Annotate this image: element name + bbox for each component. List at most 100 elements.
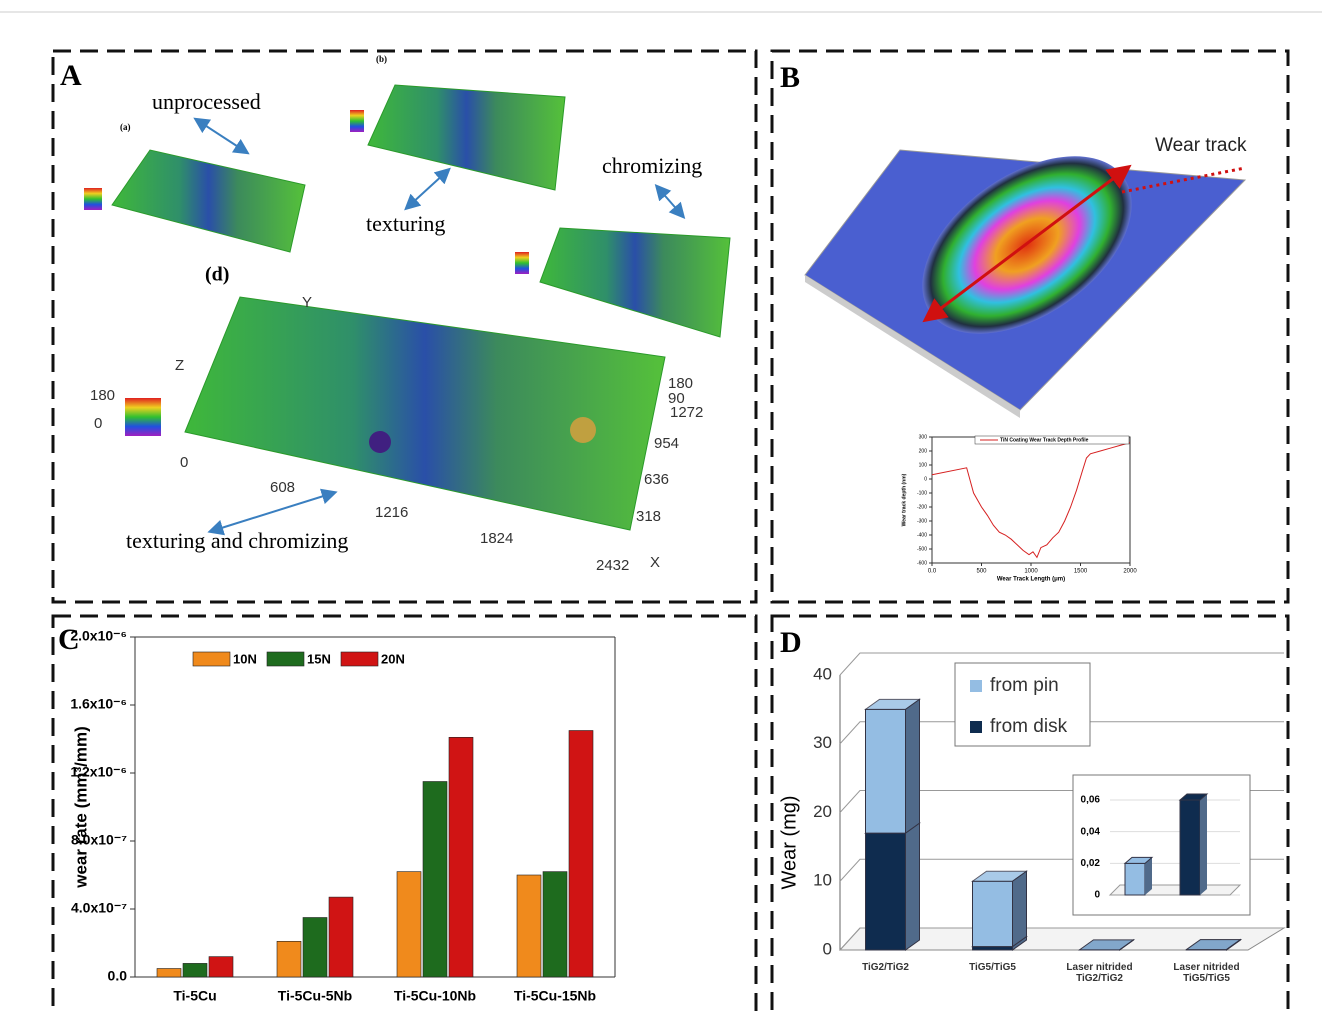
bar-side bbox=[1200, 794, 1207, 895]
bar bbox=[422, 781, 448, 978]
x-tick-label: 500 bbox=[976, 569, 987, 575]
bar bbox=[970, 870, 1029, 948]
bar-front bbox=[1179, 799, 1201, 896]
legend-swatch bbox=[192, 651, 231, 667]
y-tick-label: 636 bbox=[644, 471, 669, 488]
grid-line bbox=[839, 721, 1284, 745]
annotation: Wear track bbox=[1155, 135, 1247, 156]
annotation: unprocessed bbox=[152, 89, 261, 114]
bar-front bbox=[865, 832, 906, 951]
annotation: texturing and chromizing bbox=[126, 528, 348, 553]
x-tick-label: 1824 bbox=[480, 530, 513, 547]
annotation: chromizing bbox=[602, 153, 702, 178]
y-tick-label: 8.0x10⁻⁷ bbox=[71, 832, 127, 848]
x-tick-label: Ti-5Cu bbox=[173, 988, 216, 1004]
scale-label: 0 bbox=[94, 415, 102, 432]
x-tick-label: 0 bbox=[180, 454, 188, 471]
subplot-label: (a) bbox=[120, 122, 131, 132]
y-tick-label: -300 bbox=[917, 518, 927, 524]
legend-label: 20N bbox=[381, 651, 405, 666]
bar bbox=[1184, 939, 1243, 951]
x-axis-label: Wear Track Length (μm) bbox=[997, 577, 1065, 583]
x-tick-label: 0.0 bbox=[928, 569, 937, 575]
grid-line bbox=[839, 927, 1284, 951]
inset-y-tick-label: 0,06 bbox=[1081, 795, 1101, 806]
legend-label: 10N bbox=[233, 651, 257, 666]
y-tick-label: 0.0 bbox=[108, 968, 128, 984]
bar-top bbox=[1178, 793, 1209, 801]
y-tick-label: -500 bbox=[917, 546, 927, 552]
x-tick-label: Laser nitrided TiG2/TiG2 bbox=[1066, 962, 1133, 984]
panel-letter: B bbox=[780, 61, 800, 94]
subplot-label: (b) bbox=[376, 54, 387, 64]
y-tick-label: 1272 bbox=[670, 404, 703, 421]
y-tick-label: 2.0x10⁻⁶ bbox=[70, 628, 127, 644]
y-axis-label: Wear (mg) bbox=[778, 795, 800, 889]
inset-bar bbox=[1178, 793, 1209, 896]
x-tick-label: 1000 bbox=[1024, 569, 1038, 575]
y-tick-label: 1.6x10⁻⁶ bbox=[70, 696, 127, 712]
legend-swatch bbox=[970, 721, 982, 733]
x-tick-label: 1500 bbox=[1074, 569, 1088, 575]
y-tick-label: 200 bbox=[919, 448, 928, 454]
bar-side bbox=[905, 698, 920, 835]
x-tick-label: Laser nitrided TiG5/TiG5 bbox=[1173, 962, 1240, 984]
inset-y-tick-label: 0,04 bbox=[1081, 826, 1101, 837]
bar-side bbox=[1012, 870, 1027, 948]
y-tick-label: 100 bbox=[919, 462, 928, 468]
annotation: texturing bbox=[366, 211, 445, 236]
y-tick-label: -600 bbox=[917, 560, 927, 566]
bar-front bbox=[972, 880, 1013, 948]
y-tick-label: 10 bbox=[813, 871, 832, 890]
line bbox=[931, 442, 1131, 559]
bar bbox=[542, 871, 568, 978]
legend-label: 15N bbox=[307, 651, 331, 666]
y-tick-label: 20 bbox=[813, 802, 832, 821]
bar bbox=[276, 940, 302, 978]
z-tick-label: 180 bbox=[668, 375, 693, 392]
panel-letter: D bbox=[780, 626, 802, 659]
legend-swatch bbox=[266, 651, 305, 667]
legend-label: TiN Coating Wear Track Depth Profile bbox=[1000, 437, 1089, 443]
panel-letter: A bbox=[60, 59, 82, 92]
inset-y-tick-label: 0 bbox=[1094, 890, 1100, 901]
bar-front bbox=[865, 708, 906, 834]
y-tick-label: 30 bbox=[813, 733, 832, 752]
inset-bar bbox=[1123, 856, 1154, 896]
z-tick-label: 90 bbox=[668, 390, 685, 407]
y-tick-label: -400 bbox=[917, 532, 927, 538]
legend-swatch bbox=[340, 651, 379, 667]
y-tick-label: 954 bbox=[654, 435, 679, 452]
x-tick-label: 2000 bbox=[1123, 569, 1137, 575]
bar-side bbox=[1145, 857, 1152, 895]
grid-line bbox=[839, 652, 1284, 676]
inset-y-tick-label: 0,02 bbox=[1081, 858, 1101, 869]
subplot-label: (d) bbox=[205, 264, 229, 286]
panel-frames bbox=[51, 49, 1290, 1012]
bar-side bbox=[1119, 938, 1134, 951]
x-tick-label: 2432 bbox=[596, 557, 629, 574]
bar bbox=[448, 736, 474, 978]
bar bbox=[396, 871, 422, 978]
legend-swatch bbox=[970, 680, 982, 692]
y-tick-label: 1.2x10⁻⁶ bbox=[70, 764, 127, 780]
bar-side bbox=[1226, 939, 1241, 950]
arrows bbox=[193, 117, 686, 536]
bar bbox=[516, 874, 542, 978]
x-tick-label: TiG5/TiG5 bbox=[969, 962, 1016, 973]
panel-letter: C bbox=[58, 623, 80, 656]
bar bbox=[182, 963, 208, 978]
plot-frame bbox=[931, 436, 1131, 564]
bar bbox=[156, 968, 182, 978]
wear-surface bbox=[804, 149, 1247, 418]
y-tick-label: 0 bbox=[823, 939, 832, 958]
bar-top bbox=[1123, 856, 1154, 864]
y-tick-label: -100 bbox=[917, 490, 927, 496]
legend-label: from pin bbox=[990, 675, 1059, 696]
scale-label: 180 bbox=[90, 387, 115, 404]
bar bbox=[1077, 938, 1136, 951]
y-axis-label: wear rate (mm³/mm) bbox=[71, 726, 90, 889]
x-tick-label: TiG2/TiG2 bbox=[862, 962, 909, 973]
